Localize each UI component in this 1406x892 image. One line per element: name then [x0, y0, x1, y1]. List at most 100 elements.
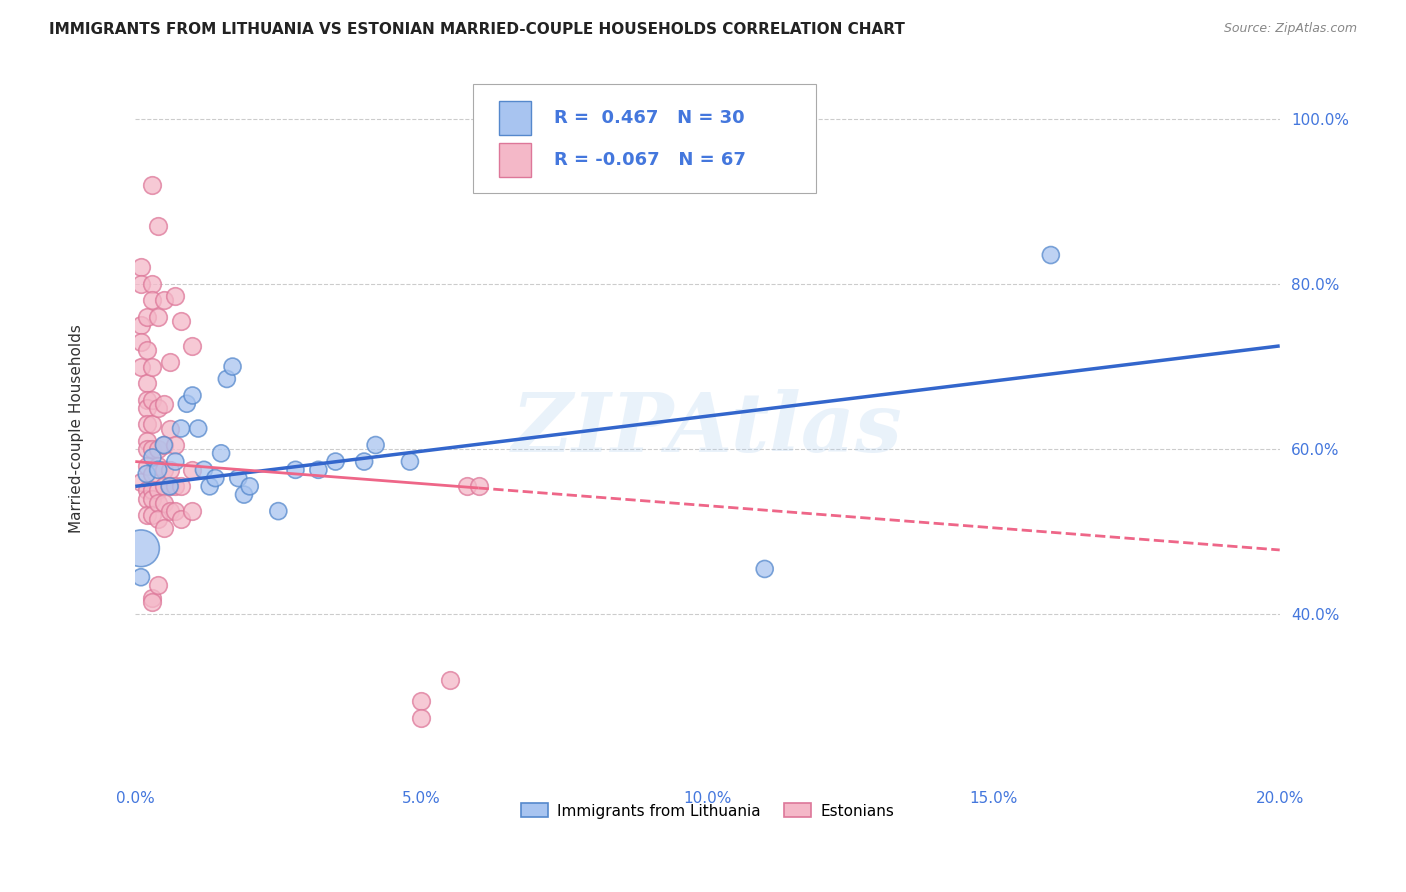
Point: [153, 438, 176, 452]
Point: [153, 521, 176, 535]
Point: [129, 475, 152, 490]
Point: [193, 463, 215, 477]
Point: [129, 318, 152, 333]
Point: [141, 483, 163, 498]
FancyBboxPatch shape: [499, 144, 531, 178]
Point: [135, 392, 157, 407]
Point: [159, 504, 181, 518]
Text: R = -0.067   N = 67: R = -0.067 N = 67: [554, 152, 747, 169]
Point: [141, 293, 163, 308]
Point: [284, 463, 307, 477]
Point: [135, 434, 157, 448]
Point: [153, 293, 176, 308]
Point: [129, 570, 152, 584]
Point: [135, 467, 157, 481]
Point: [221, 359, 243, 374]
Point: [141, 591, 163, 605]
FancyBboxPatch shape: [472, 85, 817, 194]
Point: [467, 479, 489, 493]
Point: [176, 397, 198, 411]
Point: [267, 504, 290, 518]
Point: [165, 479, 187, 493]
Point: [146, 401, 169, 415]
Legend: Immigrants from Lithuania, Estonians: Immigrants from Lithuania, Estonians: [515, 797, 900, 824]
Y-axis label: Married-couple Households: Married-couple Households: [69, 324, 84, 533]
Point: [170, 512, 193, 526]
Point: [215, 372, 238, 386]
Point: [153, 496, 176, 510]
Point: [129, 277, 152, 291]
FancyBboxPatch shape: [499, 102, 531, 135]
Point: [135, 417, 157, 432]
Point: [146, 442, 169, 457]
Point: [209, 446, 232, 460]
Point: [135, 376, 157, 390]
Point: [170, 421, 193, 435]
Point: [135, 442, 157, 457]
Point: [233, 487, 256, 501]
Point: [1039, 248, 1062, 262]
Point: [159, 463, 181, 477]
Point: [146, 219, 169, 234]
Point: [141, 359, 163, 374]
Point: [204, 471, 226, 485]
Point: [135, 343, 157, 357]
Text: Source: ZipAtlas.com: Source: ZipAtlas.com: [1223, 22, 1357, 36]
Point: [135, 401, 157, 415]
Point: [187, 421, 209, 435]
Point: [170, 314, 193, 328]
Point: [141, 491, 163, 506]
Point: [165, 504, 187, 518]
Point: [239, 479, 262, 493]
Point: [456, 479, 478, 493]
Point: [399, 454, 422, 468]
Text: ZIPAtlas: ZIPAtlas: [512, 389, 903, 468]
Point: [146, 512, 169, 526]
Point: [141, 467, 163, 481]
Point: [141, 450, 163, 465]
Point: [165, 289, 187, 303]
Point: [353, 454, 375, 468]
Point: [146, 463, 169, 477]
Point: [170, 479, 193, 493]
Point: [198, 479, 221, 493]
Point: [129, 541, 152, 556]
Point: [325, 454, 347, 468]
Point: [146, 458, 169, 473]
Point: [146, 483, 169, 498]
Point: [153, 463, 176, 477]
Point: [181, 504, 204, 518]
Point: [141, 442, 163, 457]
Point: [135, 508, 157, 523]
Point: [146, 310, 169, 324]
Point: [159, 355, 181, 369]
Point: [364, 438, 387, 452]
Point: [135, 310, 157, 324]
Point: [146, 496, 169, 510]
Point: [129, 359, 152, 374]
Point: [165, 454, 187, 468]
Text: R =  0.467   N = 30: R = 0.467 N = 30: [554, 109, 745, 128]
Point: [181, 339, 204, 353]
Point: [141, 595, 163, 609]
Point: [129, 334, 152, 349]
Point: [181, 463, 204, 477]
Point: [129, 260, 152, 275]
Point: [411, 694, 433, 708]
Point: [135, 491, 157, 506]
Point: [159, 479, 181, 493]
Point: [159, 421, 181, 435]
Text: IMMIGRANTS FROM LITHUANIA VS ESTONIAN MARRIED-COUPLE HOUSEHOLDS CORRELATION CHAR: IMMIGRANTS FROM LITHUANIA VS ESTONIAN MA…: [49, 22, 905, 37]
Point: [307, 463, 329, 477]
Point: [153, 479, 176, 493]
Point: [754, 562, 776, 576]
Point: [411, 711, 433, 725]
Point: [226, 471, 249, 485]
Point: [159, 479, 181, 493]
Point: [141, 392, 163, 407]
Point: [165, 438, 187, 452]
Point: [181, 388, 204, 402]
Point: [439, 673, 461, 688]
Point: [135, 483, 157, 498]
Point: [146, 578, 169, 592]
